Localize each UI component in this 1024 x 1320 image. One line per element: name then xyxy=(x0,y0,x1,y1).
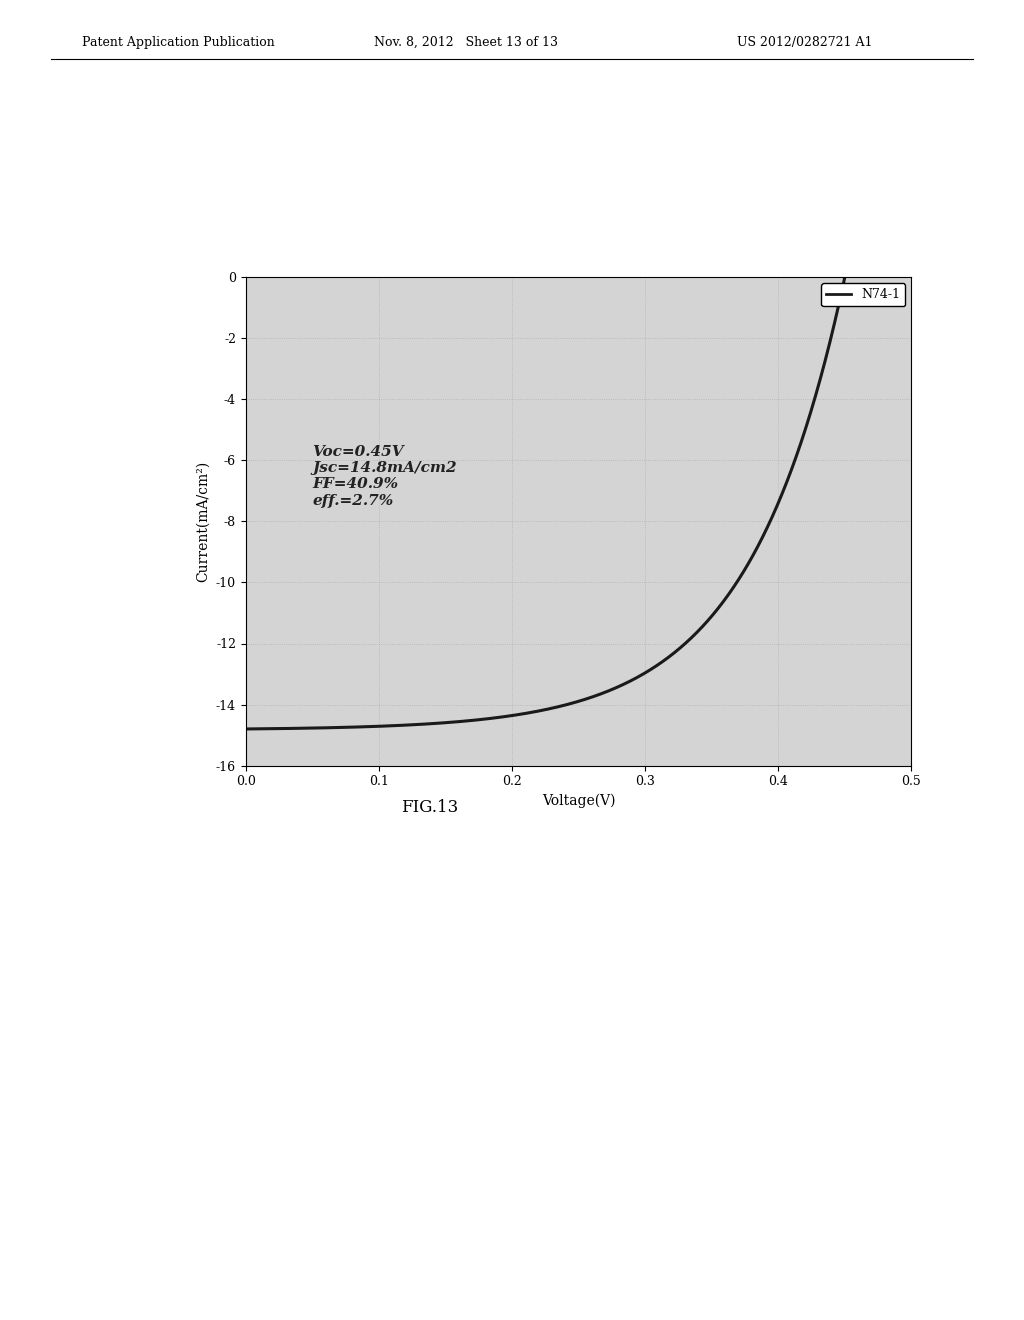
X-axis label: Voltage(V): Voltage(V) xyxy=(542,793,615,808)
Text: FIG.13: FIG.13 xyxy=(401,799,459,816)
Text: Patent Application Publication: Patent Application Publication xyxy=(82,36,274,49)
Text: Voc=0.45V
Jsc=14.8mA/cm2
FF=40.9%
eff.=2.7%: Voc=0.45V Jsc=14.8mA/cm2 FF=40.9% eff.=2… xyxy=(312,445,457,508)
Y-axis label: Current(mA/cm²): Current(mA/cm²) xyxy=(197,461,210,582)
Text: US 2012/0282721 A1: US 2012/0282721 A1 xyxy=(737,36,872,49)
Legend: N74-1: N74-1 xyxy=(821,284,905,306)
Text: Nov. 8, 2012   Sheet 13 of 13: Nov. 8, 2012 Sheet 13 of 13 xyxy=(374,36,558,49)
